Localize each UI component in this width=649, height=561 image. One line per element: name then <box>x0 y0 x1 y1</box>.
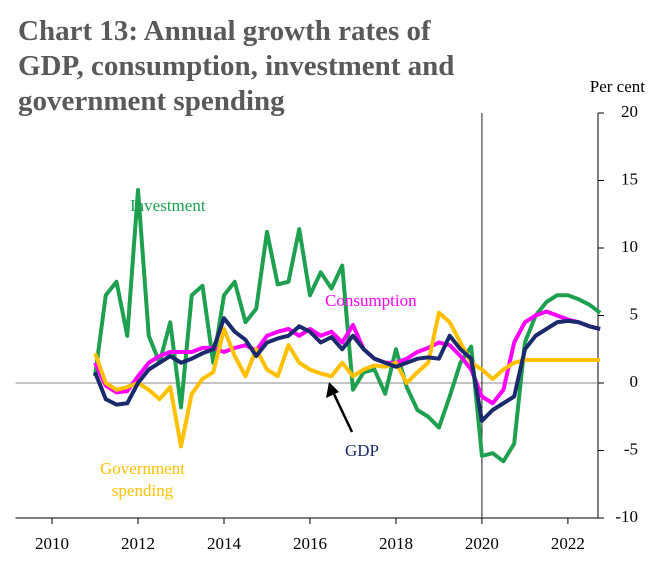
x-tick-label: 2020 <box>465 534 499 553</box>
x-tick-label: 2010 <box>35 534 69 553</box>
arrow <box>331 391 354 433</box>
arrow-head <box>326 382 339 398</box>
series-label: Investment <box>130 196 206 215</box>
y-tick-label: 15 <box>621 169 638 188</box>
chart-title: Chart 13: Annual growth rates of GDP, co… <box>18 15 455 117</box>
x-tick-label: 2018 <box>379 534 413 553</box>
y-tick-label: 5 <box>630 304 639 323</box>
y-tick-label: 10 <box>621 237 638 256</box>
x-tick-label: 2014 <box>207 534 242 553</box>
series-line <box>93 316 601 423</box>
series-line <box>93 187 602 464</box>
y-tick-label: -10 <box>615 507 638 526</box>
y-axis-label: Per cent <box>590 77 646 96</box>
y-tick-label: -5 <box>624 439 638 458</box>
series-label: Government spending <box>100 459 185 500</box>
series-line <box>93 309 601 406</box>
x-tick-label: 2012 <box>121 534 155 553</box>
x-tick-label: 2016 <box>293 534 327 553</box>
series-label: Consumption <box>325 291 417 310</box>
series-line <box>93 310 601 449</box>
y-tick-label: 20 <box>621 102 638 121</box>
x-tick-label: 2022 <box>551 534 585 553</box>
y-tick-label: 0 <box>630 372 639 391</box>
series-label: GDP <box>345 441 380 460</box>
